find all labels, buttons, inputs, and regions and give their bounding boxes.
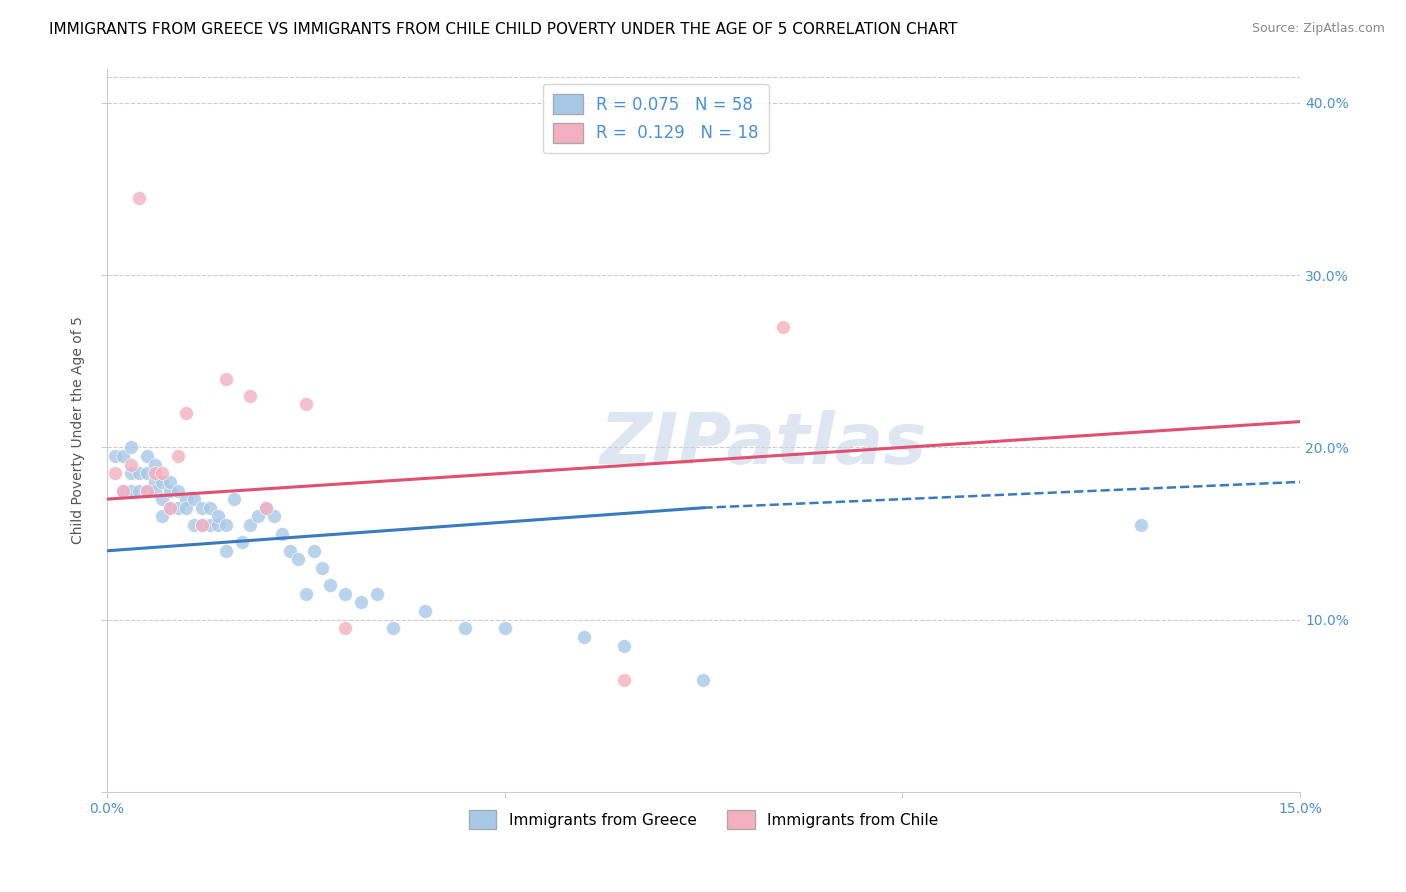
Point [287, 552, 309, 566]
Point [335, 621, 357, 635]
Point [152, 475, 174, 489]
Point [191, 518, 214, 533]
Point [254, 500, 277, 515]
Point [191, 500, 214, 515]
Point [311, 561, 333, 575]
Point [143, 458, 166, 472]
Point [104, 467, 127, 481]
Text: IMMIGRANTS FROM GREECE VS IMMIGRANTS FROM CHILE CHILD POVERTY UNDER THE AGE OF 5: IMMIGRANTS FROM GREECE VS IMMIGRANTS FRO… [49, 22, 957, 37]
Point [135, 467, 157, 481]
Point [302, 544, 325, 558]
Point [572, 630, 595, 644]
Point [215, 371, 238, 385]
Point [231, 535, 253, 549]
Point [215, 544, 238, 558]
Point [159, 500, 181, 515]
Point [152, 509, 174, 524]
Point [278, 544, 301, 558]
Point [222, 492, 245, 507]
Point [263, 509, 285, 524]
Point [111, 449, 134, 463]
Point [382, 621, 405, 635]
Point [1130, 518, 1153, 533]
Point [183, 492, 205, 507]
Point [294, 587, 316, 601]
Point [613, 673, 636, 687]
Point [366, 587, 388, 601]
Point [183, 518, 205, 533]
Point [207, 509, 229, 524]
Point [135, 449, 157, 463]
Point [167, 449, 190, 463]
Point [159, 483, 181, 498]
Point [167, 500, 190, 515]
Point [135, 483, 157, 498]
Point [176, 492, 198, 507]
Point [613, 639, 636, 653]
Point [239, 518, 262, 533]
Point [294, 397, 316, 411]
Point [191, 518, 214, 533]
Point [207, 518, 229, 533]
Point [198, 500, 221, 515]
Point [176, 406, 198, 420]
Point [176, 500, 198, 515]
Y-axis label: Child Poverty Under the Age of 5: Child Poverty Under the Age of 5 [72, 317, 86, 544]
Point [239, 389, 262, 403]
Point [159, 500, 181, 515]
Point [128, 191, 150, 205]
Point [152, 467, 174, 481]
Point [198, 518, 221, 533]
Point [128, 467, 150, 481]
Point [120, 458, 142, 472]
Point [104, 449, 127, 463]
Point [167, 483, 190, 498]
Point [246, 509, 269, 524]
Point [454, 621, 477, 635]
Legend: Immigrants from Greece, Immigrants from Chile: Immigrants from Greece, Immigrants from … [463, 804, 943, 835]
Point [254, 500, 277, 515]
Text: Source: ZipAtlas.com: Source: ZipAtlas.com [1251, 22, 1385, 36]
Point [128, 483, 150, 498]
Point [692, 673, 714, 687]
Text: ZIPatlas: ZIPatlas [599, 410, 927, 479]
Point [318, 578, 340, 592]
Point [120, 483, 142, 498]
Point [270, 526, 292, 541]
Point [111, 483, 134, 498]
Point [350, 595, 373, 609]
Point [335, 587, 357, 601]
Point [772, 319, 794, 334]
Point [413, 604, 436, 618]
Point [120, 467, 142, 481]
Point [143, 467, 166, 481]
Point [152, 492, 174, 507]
Point [143, 483, 166, 498]
Point [494, 621, 516, 635]
Point [135, 483, 157, 498]
Point [120, 441, 142, 455]
Point [143, 475, 166, 489]
Point [215, 518, 238, 533]
Point [111, 483, 134, 498]
Point [159, 475, 181, 489]
